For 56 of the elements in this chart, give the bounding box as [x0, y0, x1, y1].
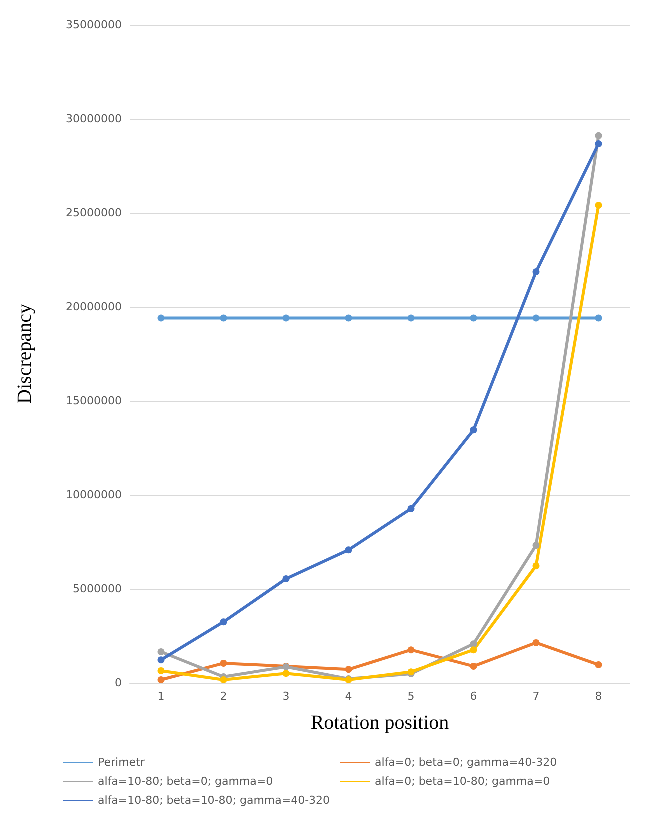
x-tick-label: 8: [595, 690, 602, 703]
point: [345, 666, 352, 674]
point: [158, 656, 165, 664]
point: [595, 132, 602, 140]
point: [532, 314, 540, 322]
point: [158, 676, 165, 684]
point: [595, 140, 602, 148]
point: [470, 314, 478, 322]
point: [595, 661, 602, 668]
y-tick-label: 15000000: [66, 394, 122, 408]
x-tick-label: 6: [470, 690, 478, 703]
point: [158, 648, 165, 656]
legend-label: alfa=0; beta=0; gamma=40-320: [375, 756, 558, 769]
point: [345, 314, 352, 322]
point: [408, 314, 415, 322]
point: [532, 562, 540, 570]
y-tick-label: 35000000: [66, 18, 122, 32]
legend-label: Perimetr: [98, 756, 146, 769]
point: [220, 660, 228, 667]
point: [408, 505, 415, 512]
y-tick-label: 10000000: [66, 488, 122, 502]
point: [158, 314, 165, 322]
x-tick-label: 2: [220, 690, 228, 703]
legend-label: alfa=0; beta=10-80; gamma=0: [375, 775, 550, 788]
point: [282, 314, 290, 322]
x-tick-label: 3: [282, 690, 290, 703]
point: [532, 268, 540, 276]
point: [345, 546, 352, 554]
y-tick-label: 30000000: [66, 112, 122, 126]
x-tick-label: 1: [158, 690, 165, 703]
point: [220, 314, 228, 322]
y-tick-label: 20000000: [66, 300, 122, 314]
point: [595, 314, 602, 322]
y-tick-label: 5000000: [73, 582, 122, 596]
point: [158, 667, 165, 674]
y-axis-title: Discrepancy: [14, 304, 36, 404]
y-tick-label: 25000000: [66, 206, 122, 220]
legend-label: alfa=10-80; beta=0; gamma=0: [98, 775, 274, 788]
point: [470, 646, 478, 654]
point: [470, 640, 478, 648]
y-tick-label: 0: [115, 676, 122, 690]
point: [470, 426, 478, 434]
point: [408, 646, 415, 654]
point: [282, 670, 290, 678]
point: [282, 576, 290, 583]
x-tick-label: 7: [532, 690, 540, 703]
point: [220, 676, 228, 684]
point: [532, 542, 540, 550]
point: [595, 202, 602, 209]
point: [532, 639, 540, 646]
x-tick-label: 5: [408, 690, 415, 703]
x-axis-title: Rotation position: [310, 712, 450, 734]
legend-label: alfa=10-80; beta=10-80; gamma=40-320: [98, 794, 330, 807]
point: [470, 662, 478, 670]
point: [220, 618, 228, 626]
x-tick-label: 4: [345, 690, 352, 703]
